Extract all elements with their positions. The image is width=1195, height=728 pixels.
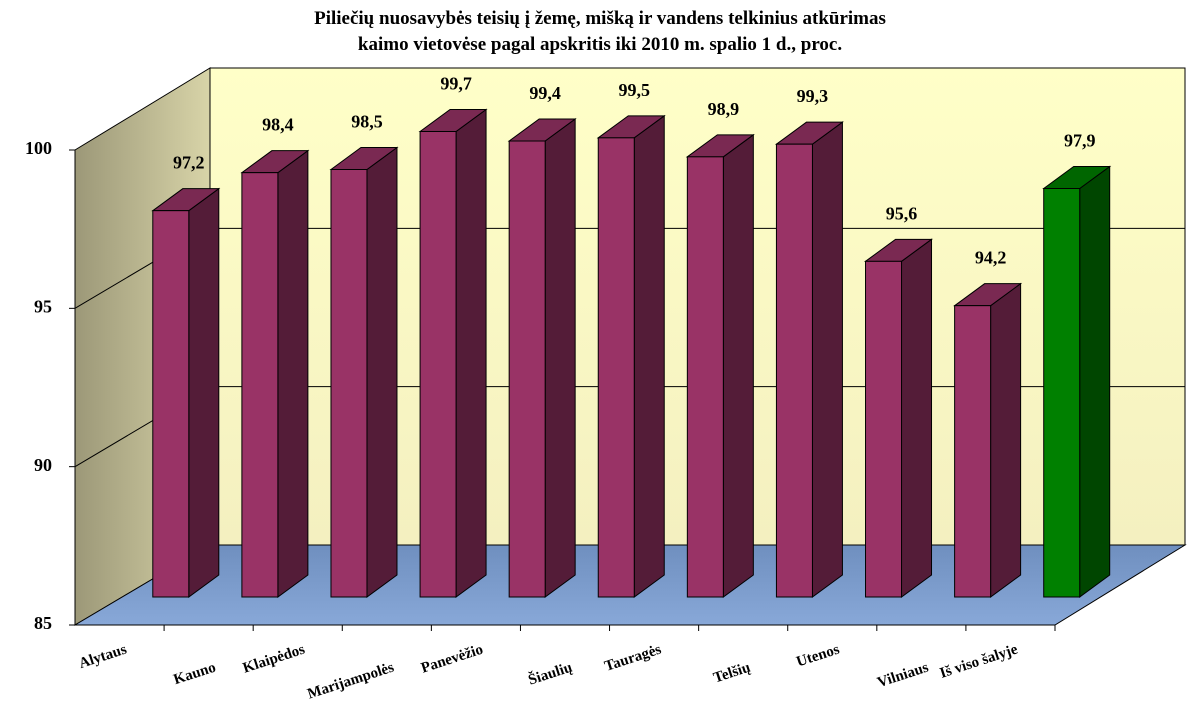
bar-side [811,121,843,598]
value-label: 97,9 [1064,131,1096,151]
x-tick-label: Kauno [172,660,218,689]
x-tick-label: Marijampolės [306,660,397,703]
bar [330,169,368,598]
bar [775,143,813,598]
x-tick-label: Iš viso šalyje [938,641,1020,681]
value-label: 99,7 [440,74,472,94]
x-tick-label: Klaipėdos [241,642,307,677]
bar-side [277,149,309,598]
x-tick-label: Tauragės [603,642,664,675]
value-label: 98,4 [262,115,294,135]
value-label: 99,4 [529,83,561,103]
bar [597,137,635,598]
bar [508,140,546,598]
y-tick-label: 100 [25,138,52,158]
chart-title: kaimo vietovėse pagal apskritis iki 2010… [358,34,842,55]
value-label: 97,2 [173,153,205,173]
bar-side [990,282,1022,598]
x-tick-label: Alytaus [77,642,129,672]
bar-side [722,133,754,598]
value-label: 99,5 [619,80,651,100]
chart-title: Piliečių nuosavybės teisių į žemę, mišką… [314,8,886,29]
y-tick-label: 85 [34,613,52,633]
x-tick-label: Šiaulių [526,659,574,689]
value-label: 98,5 [351,112,383,132]
bar [954,305,992,598]
bar-side [366,146,398,598]
x-tick-label: Utenos [795,642,842,671]
bar-side [455,108,487,598]
bar-side [544,118,576,598]
bar [419,131,457,598]
value-label: 99,3 [797,86,829,106]
bar [152,210,190,598]
bar-side [901,238,933,598]
bar-side [1079,165,1111,598]
bar-side [633,114,665,598]
bar [1043,188,1081,598]
y-tick-label: 95 [34,296,52,316]
value-label: 98,9 [708,99,740,119]
y-tick-label: 90 [34,455,52,475]
bar [865,260,903,598]
value-label: 95,6 [886,203,918,223]
bar [686,156,724,598]
value-label: 94,2 [975,248,1007,268]
x-tick-label: Panevėžio [419,642,485,677]
x-tick-label: Vilniaus [875,660,930,692]
bar [241,172,279,598]
x-tick-label: Telšių [712,660,753,687]
bar-side [188,187,220,598]
